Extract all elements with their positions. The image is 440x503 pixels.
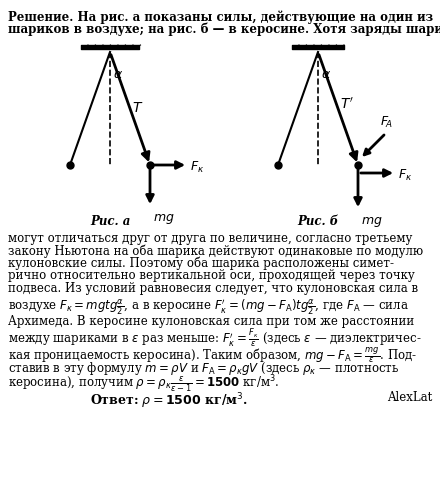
Text: Архимеда. В керосине кулоновская сила при том же расстоянии: Архимеда. В керосине кулоновская сила пр… — [8, 315, 414, 328]
Text: закону Ньютона на оба шарика действуют одинаковые по модулю: закону Ньютона на оба шарика действуют о… — [8, 244, 423, 258]
Text: $mg$: $mg$ — [361, 215, 383, 229]
Text: $F_{\kappa}$: $F_{\kappa}$ — [398, 168, 412, 183]
Text: AlexLat: AlexLat — [387, 391, 432, 404]
Text: Рис. б: Рис. б — [297, 215, 339, 228]
Text: Ответ: $\rho = \mathbf{1500}$ кг/м$^3$.: Ответ: $\rho = \mathbf{1500}$ кг/м$^3$. — [90, 391, 248, 410]
Text: $\alpha$: $\alpha$ — [113, 68, 123, 81]
Text: Рис. a: Рис. a — [90, 215, 130, 228]
Text: воздухе $F_{\kappa} = mgtg\frac{\alpha}{2}$, а в керосине $F_{\kappa}' = (mg - F: воздухе $F_{\kappa} = mgtg\frac{\alpha}{… — [8, 298, 409, 317]
Text: $T$: $T$ — [132, 101, 143, 115]
Text: $\alpha$: $\alpha$ — [321, 68, 331, 81]
Text: Решение. На рис. а показаны силы, действующие на один из: Решение. На рис. а показаны силы, действ… — [8, 10, 433, 24]
Text: рично относительно вертикальной оси, проходящей через точку: рично относительно вертикальной оси, про… — [8, 270, 415, 283]
Text: керосина), получим $\rho = \rho_{\kappa}\frac{\varepsilon}{\varepsilon - 1} = \m: керосина), получим $\rho = \rho_{\kappa}… — [8, 374, 279, 395]
Text: $T'$: $T'$ — [340, 97, 354, 112]
Text: $mg$: $mg$ — [153, 212, 175, 226]
Text: кулоновские силы. Поэтому оба шарика расположены симет-: кулоновские силы. Поэтому оба шарика рас… — [8, 257, 394, 271]
Text: ставив в эту формулу $m = \rho V$ и $F_{\rm A} = \rho_{\kappa}gV$ (здесь $\rho_{: ставив в эту формулу $m = \rho V$ и $F_{… — [8, 360, 399, 377]
Text: шариков в воздухе; на рис. б — в керосине. Хотя заряды шариков: шариков в воздухе; на рис. б — в керосин… — [8, 22, 440, 36]
Text: $F_{\kappa}$: $F_{\kappa}$ — [190, 160, 204, 175]
Text: могут отличаться друг от друга по величине, согласно третьему: могут отличаться друг от друга по величи… — [8, 232, 412, 245]
Text: подвеса. Из условий равновесия следует, что кулоновская сила в: подвеса. Из условий равновесия следует, … — [8, 282, 418, 295]
Text: $F_{\!A}$: $F_{\!A}$ — [380, 115, 393, 130]
Text: кая проницаемость керосина). Таким образом, $mg - F_{\rm A} = \frac{mg}{\varepsi: кая проницаемость керосина). Таким образ… — [8, 345, 417, 365]
Text: между шариками в $\varepsilon$ раз меньше: $F_{\kappa}' = \frac{F_{\kappa}}{\var: между шариками в $\varepsilon$ раз меньш… — [8, 328, 422, 350]
